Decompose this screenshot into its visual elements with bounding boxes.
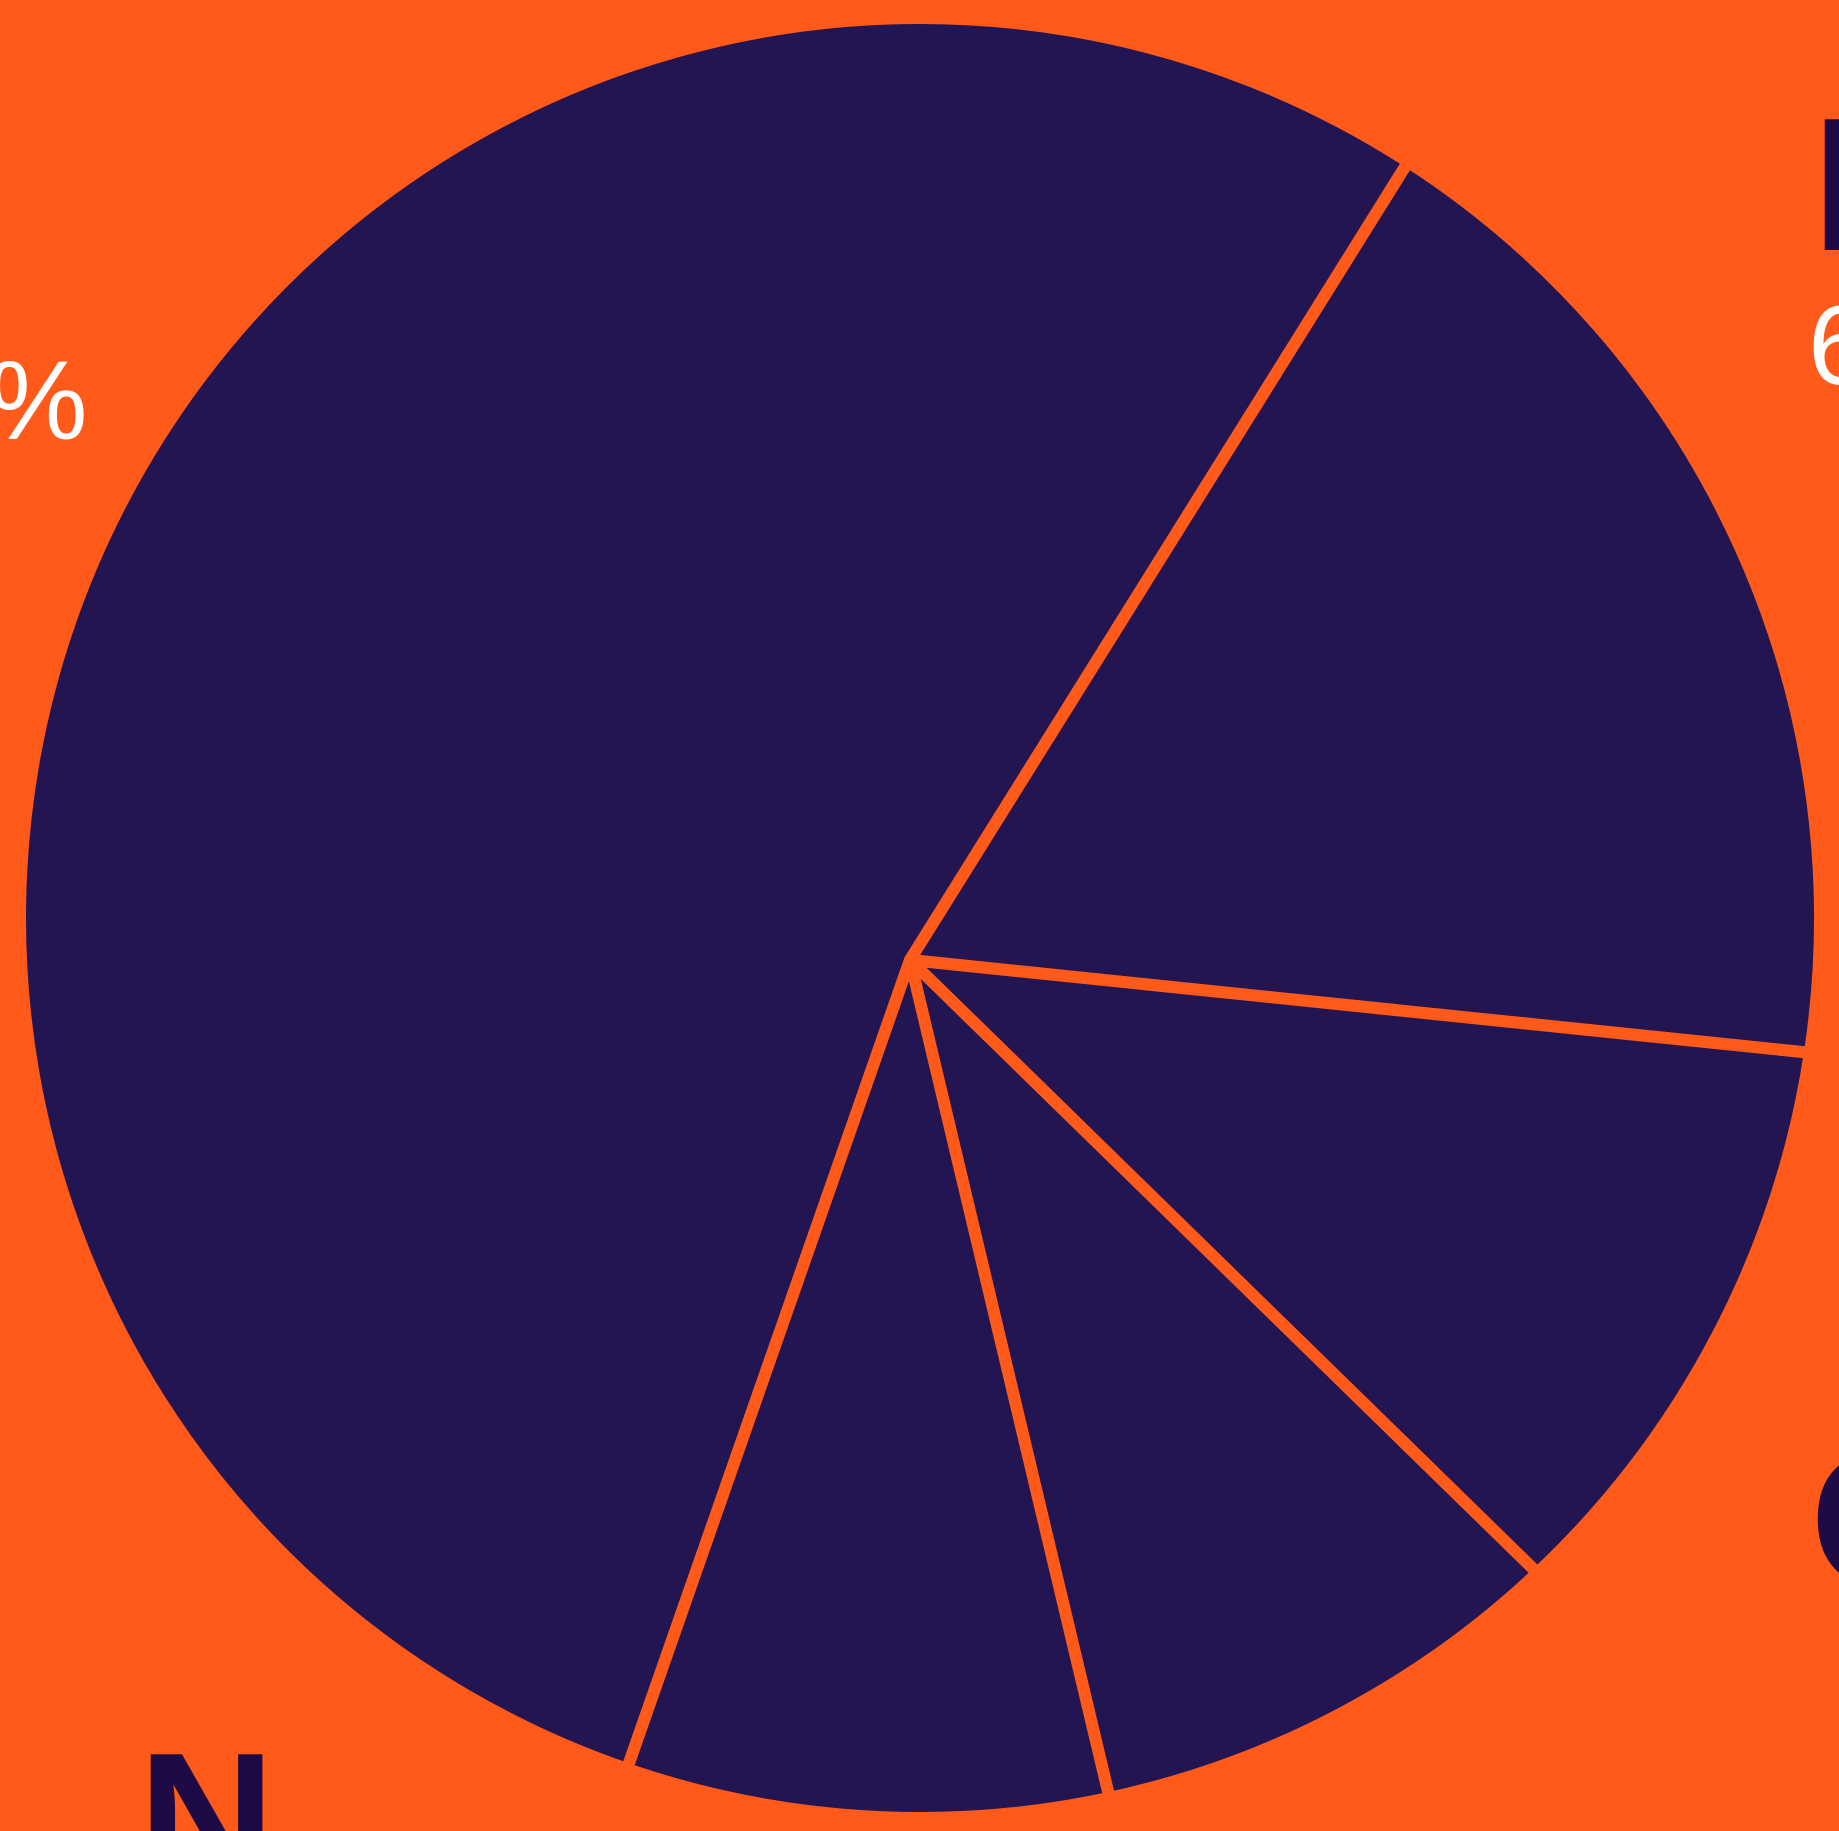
percent-label-left: % — [0, 345, 88, 457]
pie-slice-2 — [904, 155, 1826, 1059]
category-label-right: C — [1810, 1425, 1839, 1615]
category-label-bottom: N — [138, 1714, 276, 1831]
pie-slice-1 — [14, 12, 1415, 1775]
pie-slice-4 — [904, 954, 1544, 1804]
category-label-top-right: I — [1812, 79, 1839, 291]
percent-label-top-right: 6 — [1808, 290, 1839, 402]
pie-slice-3 — [904, 954, 1816, 1579]
pie-slice-5 — [620, 954, 1116, 1824]
